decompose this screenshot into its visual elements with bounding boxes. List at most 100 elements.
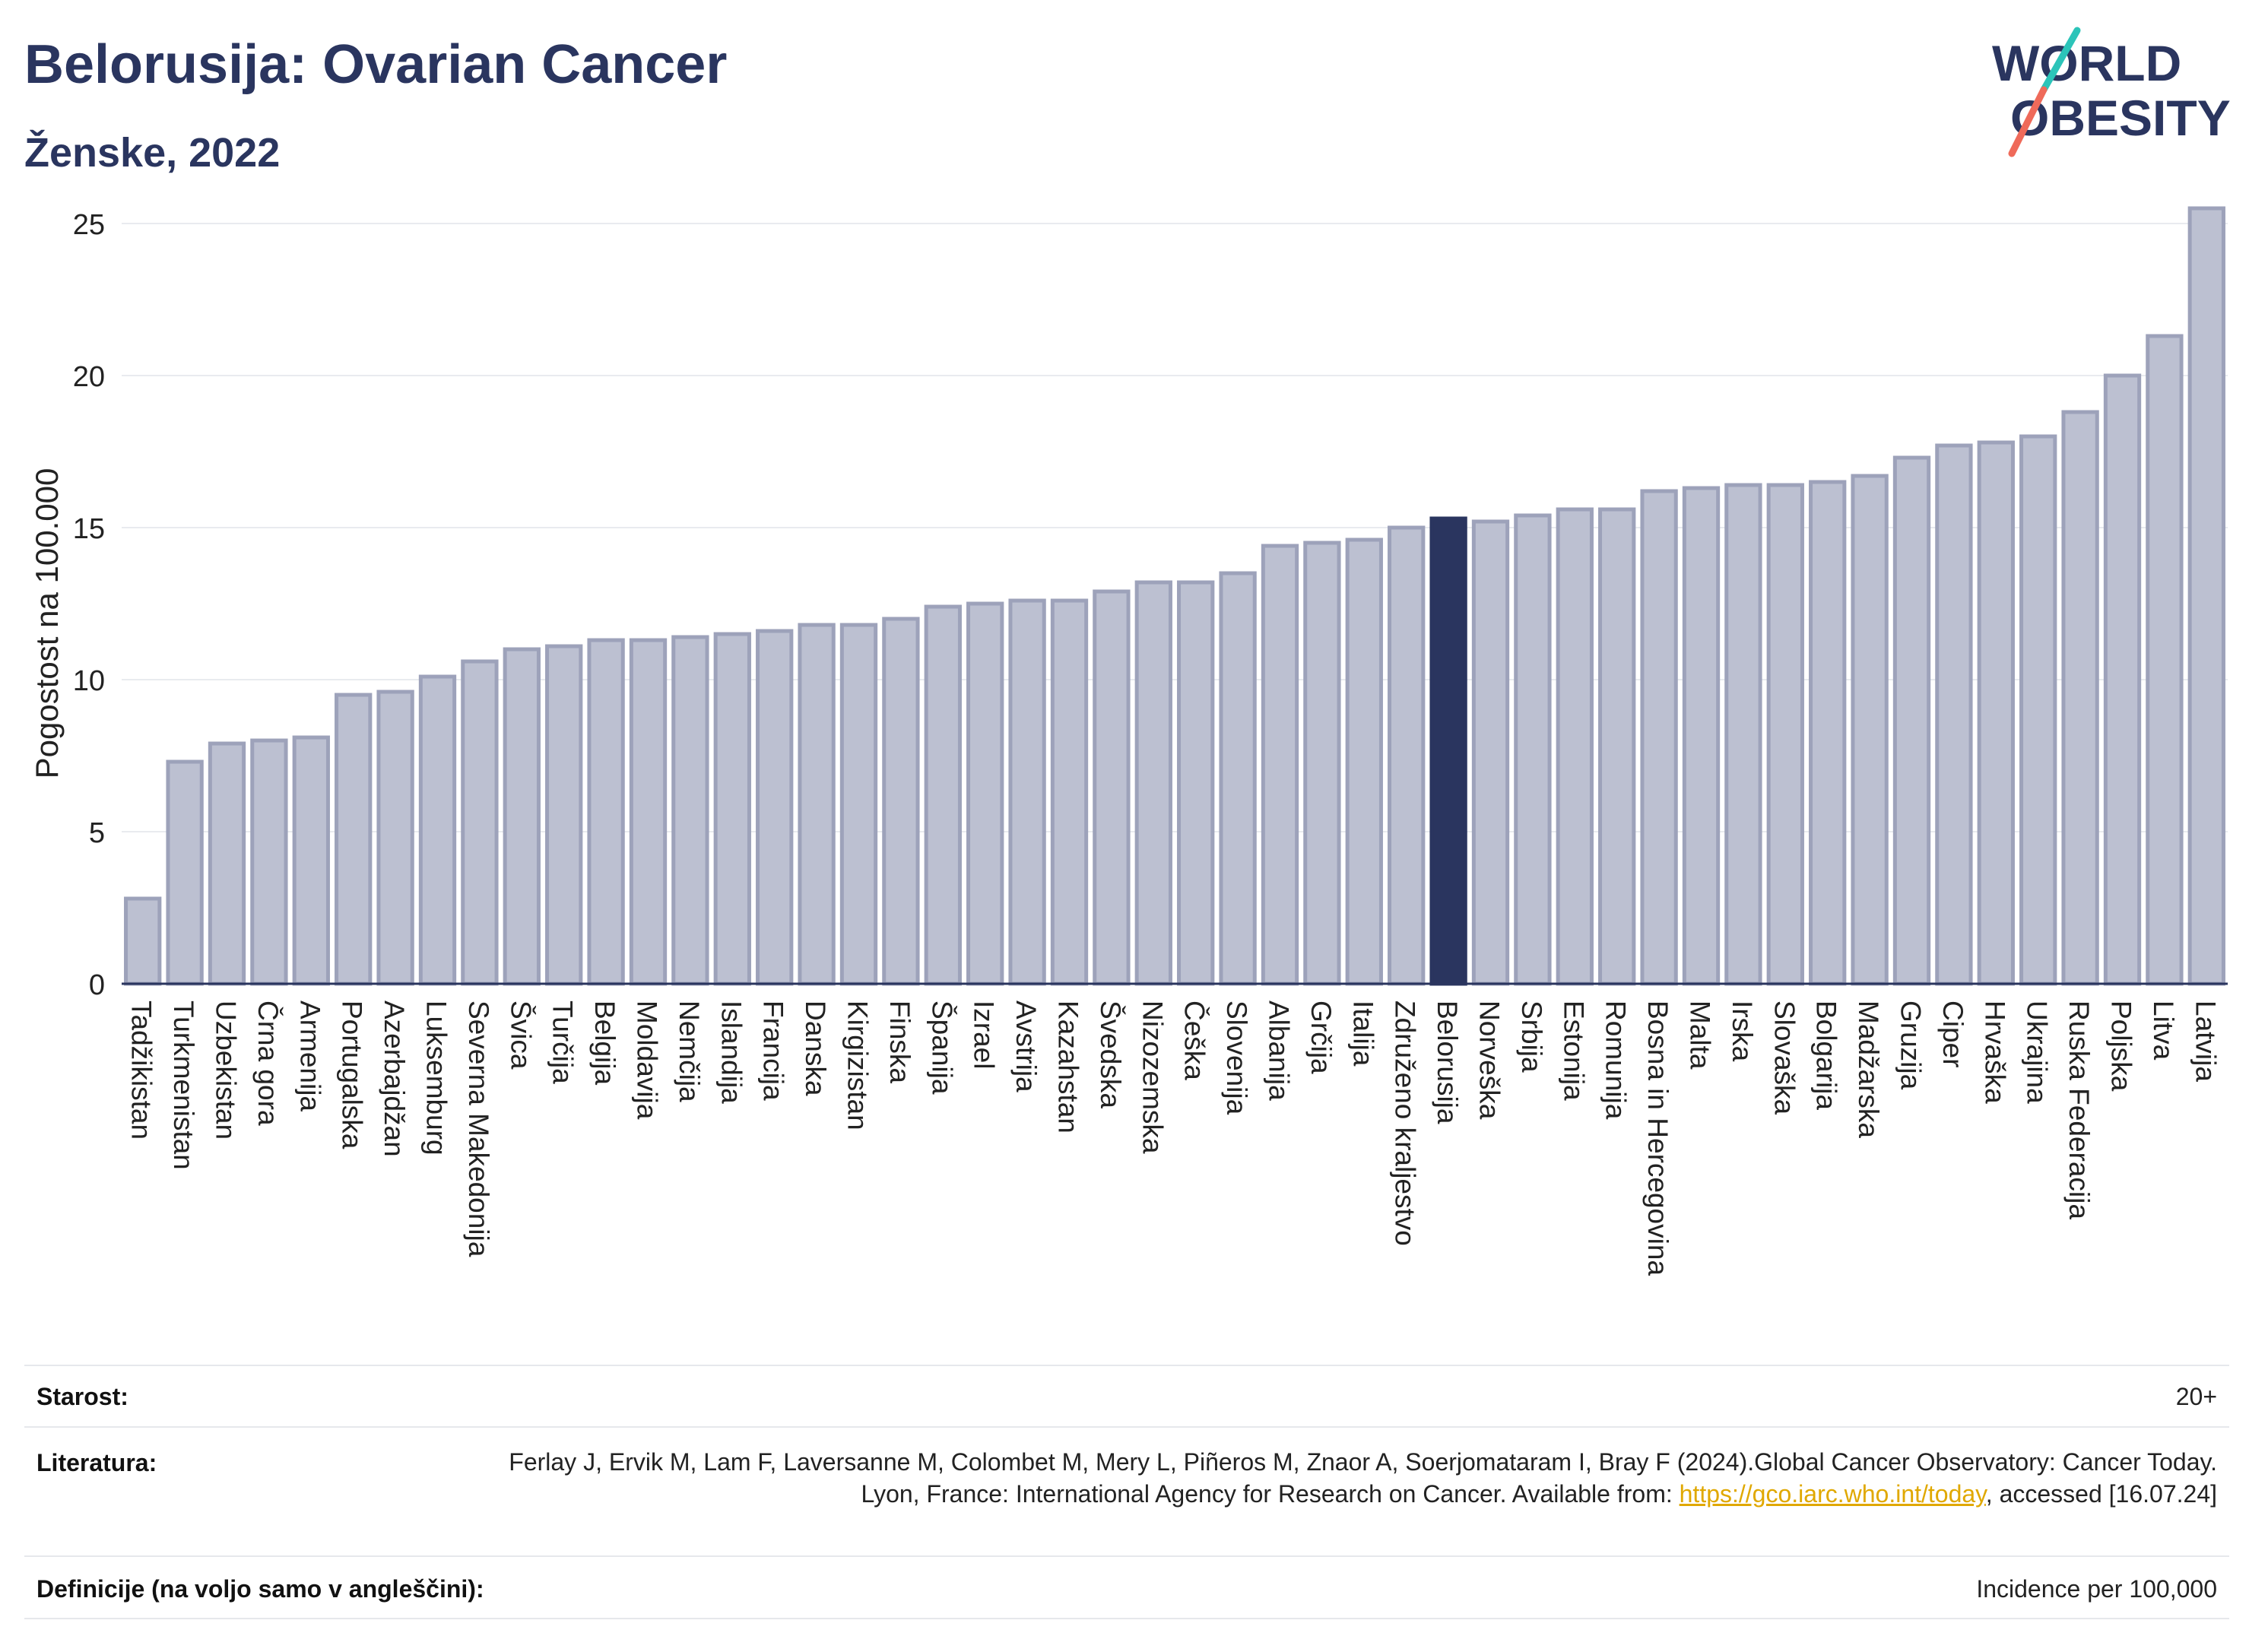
references-text-part1: Ferlay J, Ervik M, Lam F, Laversanne M, … (509, 1448, 2217, 1508)
bar (1093, 589, 1131, 986)
bar (2187, 206, 2225, 986)
x-tick-label: Nizozemska (1137, 1000, 1168, 1154)
x-tick-label: Azerbajdžan (379, 1000, 410, 1157)
x-tick-label: Turkmenistan (168, 1000, 199, 1170)
x-tick-label: Ukrajina (2022, 1000, 2053, 1104)
y-tick-label: 5 (89, 817, 105, 849)
bar (1892, 455, 1931, 986)
bar-chart: 0 5 10 15 20 25 Tadžikistan Turkmenistan Uzbekis… (73, 206, 2228, 1276)
logo-text-world: WORLD (1992, 35, 2181, 91)
x-tick-label: Portugalska (337, 1000, 368, 1149)
references-text: Ferlay J, Ervik M, Lam F, Laversanne M, … (468, 1446, 2217, 1510)
x-tick-label: Španija (926, 1000, 957, 1095)
x-tick-label: Kazahstan (1053, 1000, 1084, 1134)
x-tick-label: Islandija (715, 1000, 747, 1104)
bar (1261, 544, 1299, 986)
divider (24, 1426, 2229, 1428)
x-tick-label: Finska (884, 1000, 915, 1083)
y-tick-label: 0 (89, 969, 105, 1001)
world-obesity-logo: WORLD OBESITY (1992, 27, 2231, 157)
definitions-value: Incidence per 100,000 (1976, 1575, 2217, 1603)
bar (671, 635, 709, 986)
x-tick-label: Armenija (294, 1000, 325, 1111)
bar (1935, 443, 1973, 986)
x-tick-label: Združeno kraljestvo (1390, 1000, 1421, 1246)
bar (1471, 519, 1510, 986)
references-link[interactable]: https://gco.iarc.who.int/today (1679, 1480, 1986, 1508)
y-tick-label: 25 (73, 209, 105, 241)
bar (1682, 486, 1721, 986)
x-tick-label: Švica (505, 1000, 536, 1070)
x-tick-label: Albanija (1264, 1000, 1295, 1101)
x-tick-label: Italija (1347, 1000, 1378, 1067)
bar (1134, 580, 1172, 986)
x-tick-label: Slovenija (1221, 1000, 1252, 1115)
bar (2061, 410, 2099, 986)
bar (545, 644, 583, 986)
bar (1977, 440, 2015, 986)
y-tick-label: 10 (73, 665, 105, 697)
bar (1177, 580, 1215, 986)
x-tick-label: Norveška (1474, 1000, 1505, 1120)
bar (335, 693, 373, 986)
divider (24, 1555, 2229, 1557)
x-tick-label: Danska (800, 1000, 831, 1096)
y-tick-label: 20 (73, 361, 105, 393)
bar (418, 674, 457, 986)
x-tick-label: Severna Makedonija (463, 1000, 494, 1257)
bar (2146, 334, 2184, 986)
bar (1219, 571, 1257, 986)
meta-row-age: Starost: 20+ (24, 1365, 2229, 1425)
bar (713, 632, 751, 986)
x-tick-label: Češka (1179, 1000, 1210, 1080)
bar (1556, 507, 1594, 986)
bar (1388, 525, 1426, 986)
bar (166, 759, 204, 986)
bar (798, 623, 836, 986)
bar (756, 629, 794, 986)
x-tick-label: Srbija (1516, 1000, 1547, 1073)
x-tick-label: Turčija (547, 1000, 579, 1084)
x-tick-label: Grčija (1305, 1000, 1337, 1074)
x-tick-label: Švedska (1095, 1000, 1126, 1108)
meta-row-definitions: Definicije (na voljo samo v angleščini):… (24, 1555, 2229, 1616)
x-tick-label: Kirgizistan (842, 1000, 874, 1130)
bar (1598, 507, 1636, 986)
x-tick-label: Izrael (969, 1000, 1000, 1069)
x-tick-label: Ruska Federacija (2063, 1000, 2095, 1219)
x-tick-label: Gruzija (1895, 1000, 1927, 1090)
divider (24, 1365, 2229, 1366)
bar (292, 735, 330, 986)
bar (2019, 434, 2057, 986)
x-tick-label: Uzbekistan (211, 1000, 242, 1140)
bar (629, 638, 668, 986)
x-tick-label: Poljska (2106, 1000, 2137, 1092)
x-tick-label: Tadžikistan (126, 1000, 157, 1140)
divider (24, 1618, 2229, 1619)
bar (250, 738, 288, 986)
age-value: 20+ (2175, 1383, 2217, 1410)
x-tick-label: Madžarska (1853, 1000, 1884, 1138)
x-tick-label: Luksemburg (421, 1000, 452, 1156)
bar (1345, 537, 1383, 986)
bar (1050, 598, 1089, 986)
page-title: Belorusija: Ovarian Cancer (24, 34, 728, 95)
x-tick-label: Belgija (589, 1000, 620, 1085)
logo-slash-teal (2040, 27, 2081, 94)
bar (882, 617, 920, 986)
bar (1640, 489, 1678, 986)
x-tick-label: Estonija (1558, 1000, 1589, 1101)
x-tick-label: Romunija (1600, 1000, 1632, 1120)
bar (966, 601, 1004, 986)
x-tick-label: Belorusija (1432, 1000, 1463, 1124)
x-tick-label: Hrvaška (1979, 1000, 2010, 1104)
page-subtitle: Ženske, 2022 (24, 130, 281, 176)
x-tick-label: Latvija (2190, 1000, 2221, 1082)
y-axis-title: Pogostost na 100.000 (29, 468, 65, 779)
bar (124, 896, 162, 986)
bar (1724, 483, 1762, 986)
bar (587, 638, 625, 986)
x-tick-label: Bosna in Hercegovina (1642, 1000, 1673, 1276)
meta-row-references: Literatura: Ferlay J, Ervik M, Lam F, La… (24, 1426, 2229, 1555)
x-tick-label: Malta (1685, 1000, 1716, 1070)
